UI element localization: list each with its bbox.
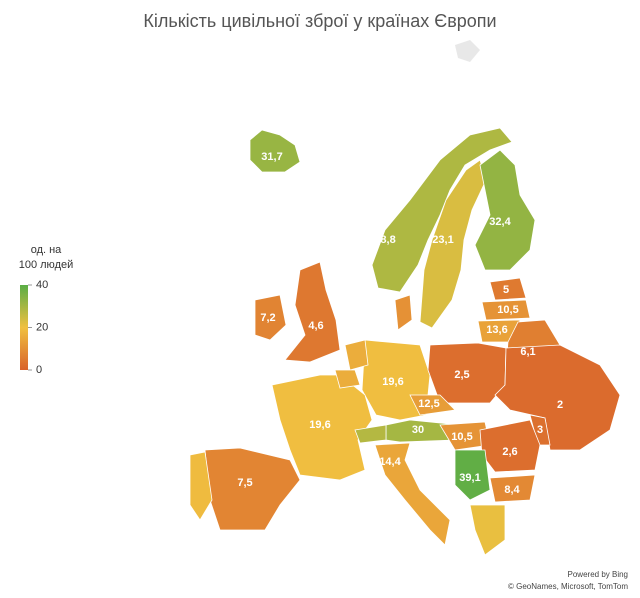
country (371, 127, 513, 293)
data-label: 28,8 (374, 234, 395, 246)
data-label: 14,4 (379, 456, 401, 468)
data-label: 30 (412, 424, 424, 436)
legend-bar (20, 285, 28, 370)
country (489, 277, 527, 301)
map-title: Кількість цивільної зброї у країнах Євро… (143, 11, 496, 31)
country (494, 344, 621, 451)
country (374, 442, 451, 546)
data-label: 3 (537, 424, 543, 436)
data-label: 4,6 (308, 320, 323, 332)
country (249, 129, 301, 173)
country (409, 394, 456, 416)
country (189, 451, 213, 521)
data-label: 2,6 (502, 446, 517, 458)
data-label: 23,1 (432, 234, 453, 246)
legend-title: од. на (31, 244, 62, 256)
credit: Powered by Bing (568, 570, 628, 579)
data-label: 19,6 (382, 376, 403, 388)
legend-tick-label: 0 (36, 364, 42, 376)
data-label: 12,5 (418, 398, 439, 410)
country (469, 504, 506, 556)
country (284, 261, 341, 363)
data-label: 8,4 (504, 484, 520, 496)
data-label: 2,5 (454, 369, 469, 381)
data-label: 39,1 (459, 472, 480, 484)
country (354, 424, 387, 444)
country (454, 449, 491, 501)
legend-title: 100 людей (19, 259, 74, 271)
data-label: 5 (503, 284, 509, 296)
country (344, 339, 369, 371)
svalbard (455, 40, 480, 62)
data-label: 10,5 (451, 431, 472, 443)
country (481, 299, 531, 321)
country (489, 474, 536, 503)
data-label: 2 (557, 399, 563, 411)
country (394, 294, 413, 331)
data-label: 31,7 (261, 151, 282, 163)
credit: © GeoNames, Microsoft, TomTom (508, 582, 628, 591)
country (334, 369, 361, 389)
country (204, 447, 301, 531)
data-label: 32,4 (489, 216, 511, 228)
legend-tick-label: 40 (36, 279, 48, 291)
data-label: 19,6 (309, 419, 330, 431)
legend-tick-label: 20 (36, 321, 48, 333)
data-label: 13,6 (486, 324, 507, 336)
data-label: 7,5 (237, 477, 252, 489)
data-label: 10,5 (497, 304, 518, 316)
data-label: 7,2 (260, 312, 275, 324)
country (474, 149, 536, 271)
country (254, 294, 287, 341)
data-label: 6,1 (520, 346, 535, 358)
